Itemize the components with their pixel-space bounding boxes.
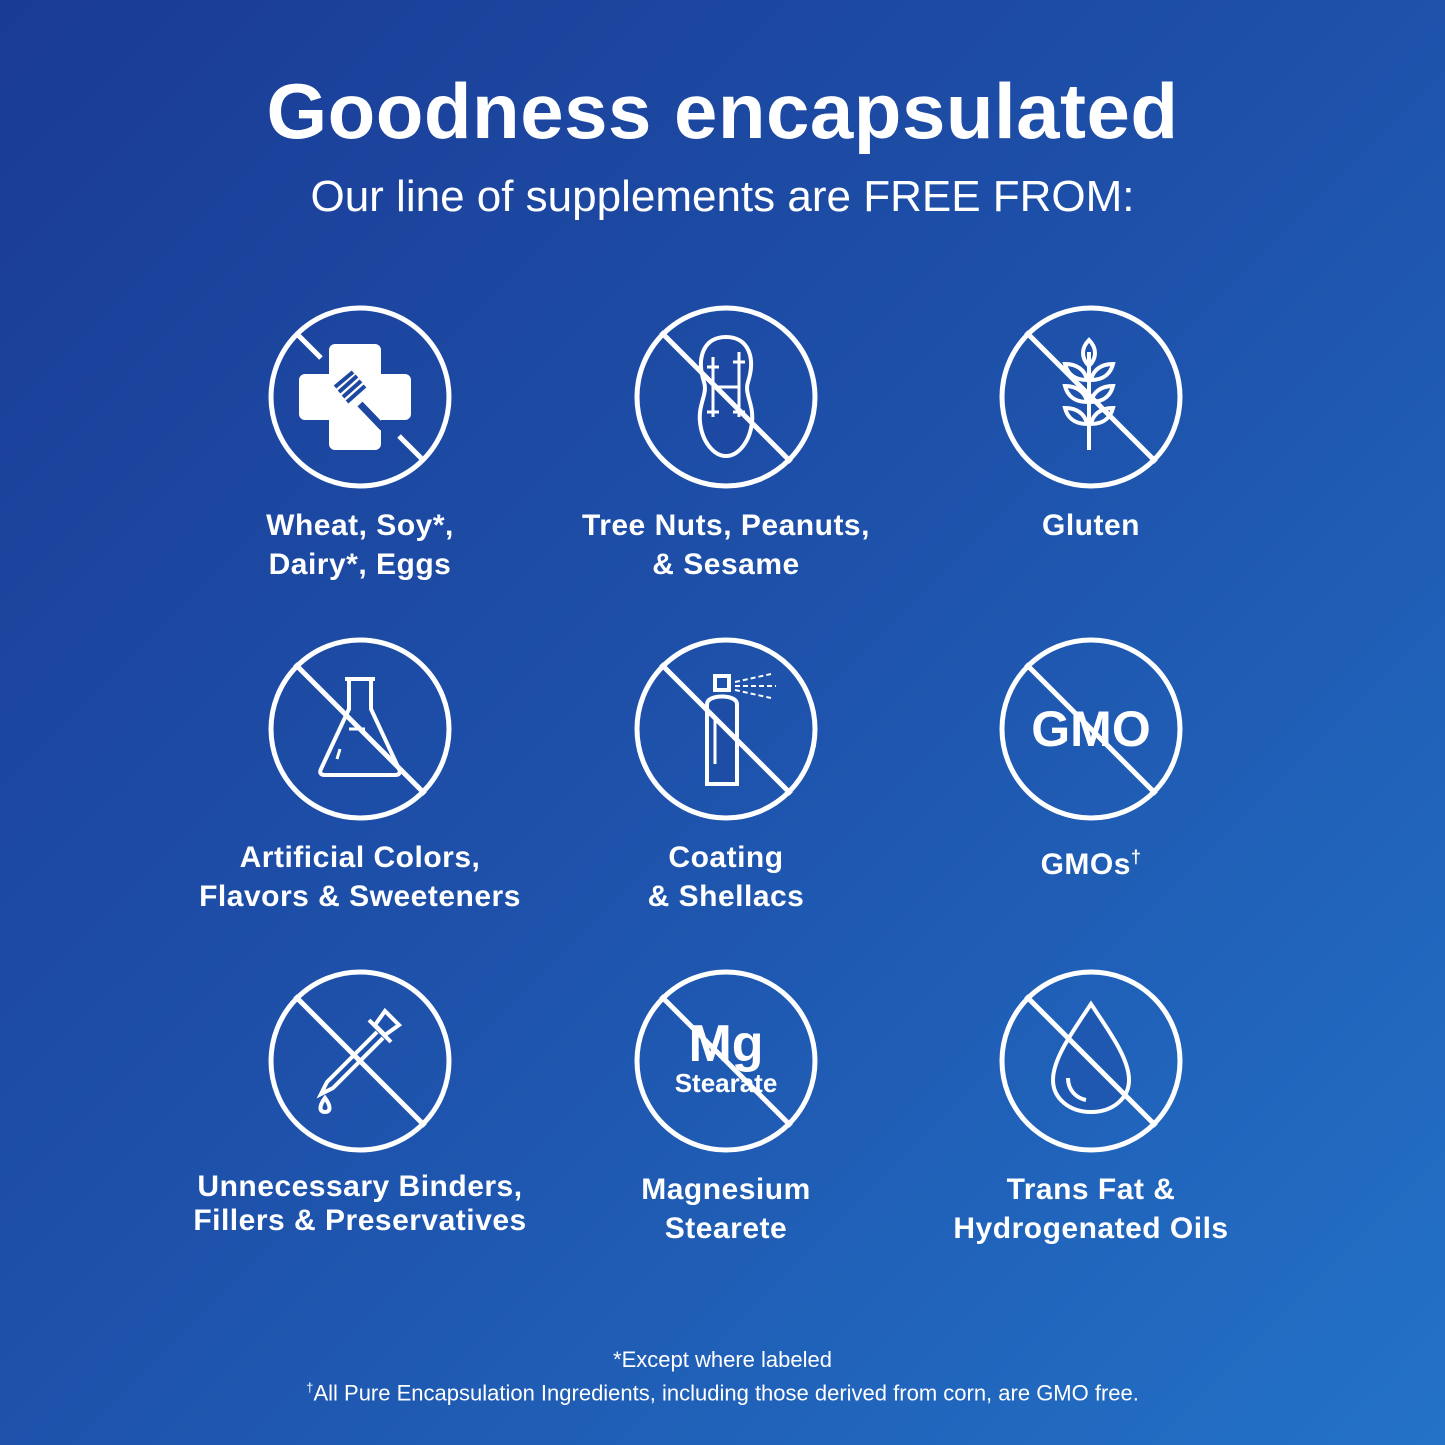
dagger-mark: † [306,1380,314,1395]
mg-icon-text: Mg [688,1015,763,1073]
item-label-line1: GMOs [1040,848,1131,881]
item-label-line2: Dairy*, Eggs [268,548,452,581]
item-nuts-sesame: Tree Nuts, Peanuts, & Sesame [516,302,936,584]
item-artificial: Artificial Colors, Flavors & Sweeteners [150,634,570,916]
item-label-line2: Stearete [664,1212,788,1245]
item-label-line2: Flavors & Sweeteners [199,880,521,913]
gmo-icon: GMO [999,637,1183,821]
gmo-icon-text: GMO [1031,701,1150,757]
peanut-icon [634,305,818,489]
item-label-line2: & Sesame [652,548,800,581]
allergen-cross-fork-icon [268,305,452,489]
item-trans-fat: Trans Fat & Hydrogenated Oils [881,966,1301,1248]
stearate-icon-text: Stearate [675,1068,778,1098]
dropper-icon [268,969,452,1153]
item-wheat-soy-dairy-eggs: Wheat, Soy*, Dairy*, Eggs [150,302,570,584]
oil-drop-icon [999,969,1183,1153]
item-label-line2: Hydrogenated Oils [953,1212,1229,1245]
item-label-line1: Gluten [1042,509,1140,542]
spray-can-icon [634,637,818,821]
item-label-line2: & Shellacs [647,880,805,913]
item-label-line2: Fillers & Preservatives [193,1204,527,1237]
flask-icon [268,637,452,821]
item-label-line1: Trans Fat & [1006,1173,1176,1206]
item-gluten: Gluten [881,302,1301,545]
footnote-gmo-text: All Pure Encapsulation Ingredients, incl… [313,1380,1139,1406]
item-label-line1: Tree Nuts, Peanuts, [582,509,870,542]
page-subtitle: Our line of supplements are FREE FROM: [310,172,1135,221]
item-coating: Coating & Shellacs [516,634,936,916]
item-label-line1: Magnesium [641,1173,811,1206]
item-label-line1: Unnecessary Binders, [197,1170,523,1203]
item-label-line1: Wheat, Soy*, [266,509,454,542]
item-label-line1: Coating [668,841,784,874]
wheat-icon [999,305,1183,489]
item-binders: Unnecessary Binders, Fillers & Preservati… [150,966,570,1238]
dagger-mark: † [1130,847,1142,867]
footnote-gmo: †All Pure Encapsulation Ingredients, inc… [0,1380,1445,1406]
page-title: Goodness encapsulated [266,67,1179,155]
footnote-except: *Except where labeled [613,1347,832,1372]
item-mg-stearate: Mg Stearate Magnesium Stearete [516,966,936,1248]
mg-stearate-icon: Mg Stearate [634,969,818,1153]
item-gmo: GMO GMOs† [881,634,1301,884]
item-label-line1: Artificial Colors, [239,841,481,874]
